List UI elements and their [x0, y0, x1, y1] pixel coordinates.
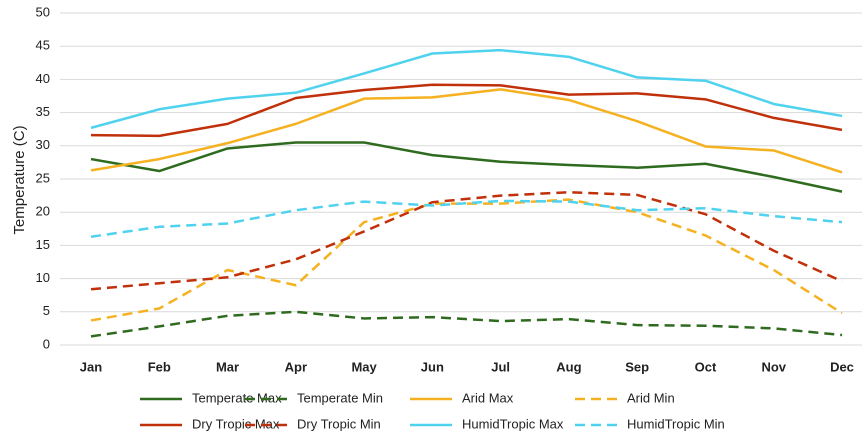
y-tick-label: 10: [36, 270, 50, 285]
series-line: [90, 88, 843, 174]
x-tick-label: Sep: [625, 359, 649, 374]
x-tick-label: Oct: [695, 359, 717, 374]
x-tick-label: Nov: [761, 359, 786, 374]
legend-label: Temperate Max: [192, 390, 282, 405]
x-tick-label: May: [351, 359, 377, 374]
y-tick-label: 25: [36, 170, 50, 185]
y-tick-label: 35: [36, 104, 50, 119]
legend-label: Arid Min: [627, 390, 675, 405]
x-tick-label: Apr: [285, 359, 307, 374]
series-line: [90, 198, 843, 322]
legend-label: Dry Tropic Min: [297, 416, 381, 431]
x-tick-label: Aug: [556, 359, 581, 374]
y-tick-label: 5: [43, 303, 50, 318]
x-tick-label: Jun: [421, 359, 444, 374]
series-line: [90, 48, 843, 130]
x-tick-label: Mar: [216, 359, 239, 374]
series-line: [90, 83, 843, 138]
series-line: [90, 310, 843, 338]
series-line: [90, 141, 843, 193]
series-line: [90, 199, 843, 239]
y-tick-label: 45: [36, 38, 50, 53]
x-tick-label: Jul: [491, 359, 510, 374]
legend-label: Temperate Min: [297, 390, 383, 405]
y-axis-label: Temperature (C): [11, 125, 28, 234]
y-tick-label: 40: [36, 71, 50, 86]
legend-label: HumidTropic Max: [462, 416, 564, 431]
x-tick-label: Dec: [830, 359, 854, 374]
y-tick-label: 15: [36, 237, 50, 252]
legend-label: Arid Max: [462, 390, 514, 405]
x-tick-label: Jan: [80, 359, 102, 374]
x-tick-label: Feb: [148, 359, 171, 374]
y-tick-label: 30: [36, 137, 50, 152]
series-line: [90, 191, 843, 291]
legend-label: Dry Tropic Max: [192, 416, 280, 431]
y-tick-label: 0: [43, 336, 50, 351]
legend-label: HumidTropic Min: [627, 416, 725, 431]
y-tick-label: 20: [36, 204, 50, 219]
y-tick-label: 50: [36, 4, 50, 19]
